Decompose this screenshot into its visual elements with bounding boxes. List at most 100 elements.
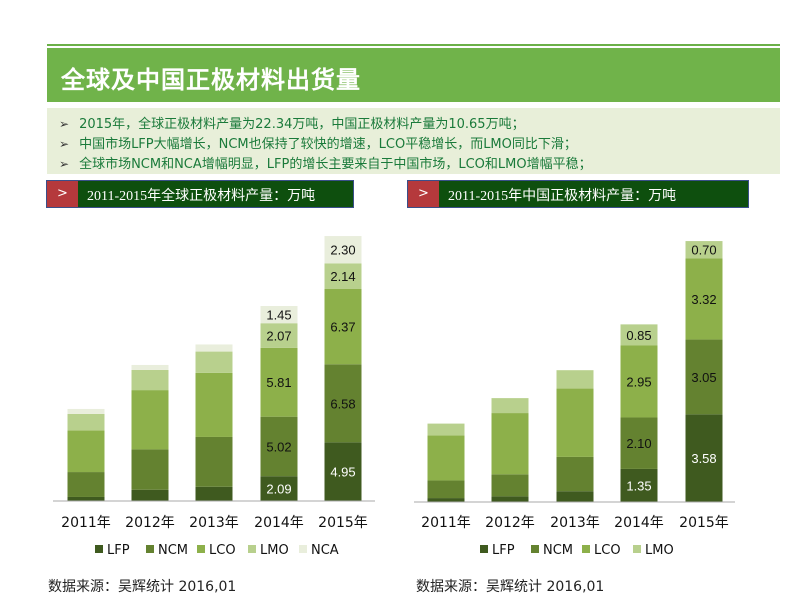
bullet-item: ➢ 全球市场NCM和NCA增幅明显，LFP的增长主要来自于中国市场，LCO和LMO… bbox=[59, 153, 592, 172]
x-tick-label: 2015年 bbox=[318, 515, 368, 531]
bar-nca bbox=[131, 364, 169, 370]
bar-lmo bbox=[491, 398, 529, 414]
legend-label: NCM bbox=[543, 543, 573, 558]
bar-lco bbox=[685, 258, 723, 340]
bar-lco bbox=[131, 390, 169, 450]
title-top-line bbox=[47, 44, 780, 46]
bar-nca bbox=[260, 306, 298, 324]
title-bar: 全球及中国正极材料出货量 bbox=[47, 48, 780, 102]
bar-lco bbox=[427, 435, 465, 481]
bar-ncm bbox=[67, 472, 105, 497]
data-label: 2.30 bbox=[330, 243, 355, 258]
legend-swatch-ncm bbox=[146, 545, 154, 553]
legend-label: LMO bbox=[645, 543, 674, 558]
bar-lfp bbox=[260, 476, 298, 501]
bar-ncm bbox=[131, 449, 169, 490]
bar-lfp bbox=[620, 468, 658, 502]
bar-lco bbox=[324, 288, 362, 365]
data-label: 1.35 bbox=[626, 478, 651, 493]
data-label: 0.85 bbox=[626, 328, 651, 343]
chevron-right-icon: > bbox=[408, 181, 439, 207]
x-tick-label: 2012年 bbox=[485, 515, 535, 531]
global-chart-header: >2011-2015年全球正极材料产量：万吨 bbox=[46, 180, 354, 208]
data-label: 3.58 bbox=[691, 451, 716, 466]
data-label: 1.45 bbox=[266, 308, 291, 323]
bar-nca bbox=[324, 236, 362, 264]
bar-lfp bbox=[131, 489, 169, 501]
bar-lfp bbox=[685, 414, 723, 502]
bullet-item: ➢ 中国市场LFP大幅增长，NCM也保持了较快的增速，LCO平稳增长，而LMO同比… bbox=[59, 133, 577, 152]
chart-title: 2011-2015年全球正极材料产量：万吨 bbox=[87, 189, 316, 204]
bar-lmo bbox=[260, 323, 298, 348]
china-chart-header: >2011-2015年中国正极材料产量：万吨 bbox=[407, 180, 749, 208]
chart-title: 2011-2015年中国正极材料产量：万吨 bbox=[448, 189, 677, 204]
bar-ncm bbox=[427, 480, 465, 499]
data-label: 2.95 bbox=[626, 374, 651, 389]
legend-label: LFP bbox=[492, 543, 515, 558]
bar-lmo bbox=[195, 351, 233, 373]
data-label: 4.95 bbox=[330, 465, 355, 480]
x-tick-label: 2013年 bbox=[189, 515, 239, 531]
bar-ncm bbox=[260, 416, 298, 477]
bar-lfp bbox=[556, 491, 594, 502]
bar-lmo bbox=[131, 369, 169, 391]
data-label: 5.02 bbox=[266, 439, 291, 454]
bar-lfp bbox=[67, 496, 105, 501]
legend-label: LCO bbox=[209, 543, 236, 558]
data-label: 0.70 bbox=[691, 243, 716, 258]
page-title: 全球及中国正极材料出货量 bbox=[61, 66, 361, 94]
legend-swatch-nca bbox=[299, 545, 307, 553]
bar-lfp bbox=[324, 442, 362, 501]
legend-label: LFP bbox=[107, 543, 130, 558]
arrow-icon: ➢ bbox=[59, 137, 70, 151]
bar-lmo bbox=[556, 370, 594, 389]
bar-nca bbox=[67, 408, 105, 414]
data-label: 3.32 bbox=[691, 292, 716, 307]
bar-lco bbox=[260, 347, 298, 417]
legend-label: NCM bbox=[158, 543, 188, 558]
arrow-icon: ➢ bbox=[59, 157, 70, 171]
legend-swatch-ncm bbox=[531, 545, 539, 553]
legend-label: LMO bbox=[260, 543, 289, 558]
bar-ncm bbox=[195, 436, 233, 487]
chevron-right-icon: > bbox=[47, 181, 78, 207]
bar-lmo bbox=[67, 413, 105, 431]
data-label: 5.81 bbox=[266, 375, 291, 390]
bullet-text: 2015年，全球正极材料产量为22.34万吨，中国正极材料产量为10.65万吨； bbox=[79, 117, 525, 132]
x-tick-label: 2012年 bbox=[125, 515, 175, 531]
bar-lfp bbox=[427, 498, 465, 502]
bar-lco bbox=[491, 413, 529, 475]
arrow-icon: ➢ bbox=[59, 117, 70, 131]
legend-swatch-lmo bbox=[248, 545, 256, 553]
bar-lco bbox=[67, 430, 105, 473]
bar-ncm bbox=[556, 456, 594, 492]
legend-label: NCA bbox=[311, 543, 339, 558]
legend-swatch-lfp bbox=[480, 545, 488, 553]
source-note: 数据来源：吴辉统计 2016,01 bbox=[416, 579, 605, 595]
data-label: 2.07 bbox=[266, 328, 291, 343]
data-label: 6.37 bbox=[330, 319, 355, 334]
bar-lco bbox=[620, 345, 658, 418]
x-tick-label: 2014年 bbox=[614, 515, 664, 531]
bar-ncm bbox=[491, 474, 529, 497]
x-tick-label: 2015年 bbox=[679, 515, 729, 531]
bar-lfp bbox=[195, 486, 233, 501]
x-tick-label: 2014年 bbox=[254, 515, 304, 531]
bar-lmo bbox=[427, 423, 465, 436]
source-note: 数据来源：吴辉统计 2016,01 bbox=[48, 579, 237, 595]
bar-lco bbox=[556, 388, 594, 457]
bar-lmo bbox=[620, 324, 658, 346]
legend-swatch-lco bbox=[582, 545, 590, 553]
bar-ncm bbox=[685, 339, 723, 415]
data-label: 2.10 bbox=[626, 436, 651, 451]
data-label: 3.05 bbox=[691, 370, 716, 385]
data-label: 6.58 bbox=[330, 396, 355, 411]
legend-swatch-lmo bbox=[633, 545, 641, 553]
bullet-text: 中国市场LFP大幅增长，NCM也保持了较快的增速，LCO平稳增长，而LMO同比下… bbox=[79, 137, 577, 152]
data-label: 2.14 bbox=[330, 269, 355, 284]
bar-lmo bbox=[685, 241, 723, 259]
bar-lco bbox=[195, 372, 233, 437]
summary-bullets: ➢ 2015年，全球正极材料产量为22.34万吨，中国正极材料产量为10.65万吨… bbox=[47, 108, 780, 174]
bar-ncm bbox=[324, 364, 362, 443]
